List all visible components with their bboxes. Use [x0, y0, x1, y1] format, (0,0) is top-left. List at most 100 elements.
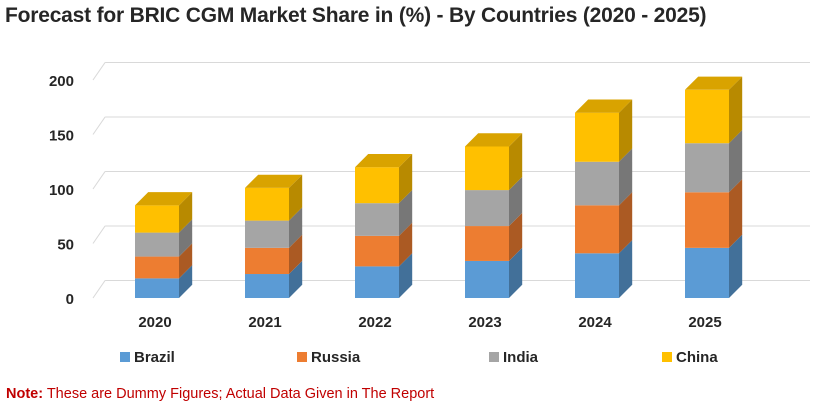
bar-side — [179, 243, 193, 279]
x-tick-label: 2025 — [688, 314, 721, 331]
chart-title: Forecast for BRIC CGM Market Share in (%… — [5, 4, 707, 27]
bar-segment-russia — [575, 192, 633, 254]
bar-segment-china — [135, 192, 193, 233]
bar-side — [619, 240, 633, 298]
bar-segment-brazil — [575, 240, 633, 298]
bar-top — [685, 76, 743, 90]
bar-front — [685, 247, 729, 298]
bar-front — [575, 161, 619, 206]
y-tick-label: 0 — [66, 291, 74, 308]
bar-segment-india — [575, 148, 633, 206]
bar-segment-russia — [465, 212, 523, 261]
bar-front — [575, 112, 619, 162]
bar-side — [509, 212, 523, 261]
bar-front — [245, 220, 289, 248]
bar-segment-india — [465, 176, 523, 227]
gridline-diagonal — [92, 280, 106, 299]
bar-front — [135, 232, 179, 257]
bar-front — [135, 278, 179, 298]
bar-front — [465, 146, 509, 191]
note-text: These are Dummy Figures; Actual Data Giv… — [43, 386, 435, 402]
y-tick-label: 150 — [49, 128, 74, 145]
bar-side — [729, 130, 743, 193]
legend-item-india: India — [489, 349, 539, 366]
bar-segment-india — [355, 189, 413, 236]
bar-side — [729, 179, 743, 248]
bar-front — [465, 260, 509, 298]
bar-side — [399, 253, 413, 298]
bar-top — [355, 154, 413, 168]
legend-item-china: China — [662, 349, 718, 366]
y-tick-label: 200 — [49, 73, 74, 90]
bar-side — [509, 247, 523, 298]
legend-label: Russia — [311, 349, 361, 366]
bar-side — [729, 76, 743, 144]
gridline-diagonal — [92, 62, 106, 81]
bar-segment-russia — [245, 234, 303, 275]
bar-side — [179, 265, 193, 298]
legend-label: China — [676, 349, 718, 366]
bar-side — [289, 234, 303, 275]
legend-item-brazil: Brazil — [120, 349, 175, 366]
y-axis: 0 50 100 150 200 — [49, 73, 74, 308]
bar-front — [685, 89, 729, 144]
legend-swatch — [120, 352, 130, 362]
legend-swatch — [297, 352, 307, 362]
bar-top — [575, 99, 633, 113]
bar-segment-china — [245, 174, 303, 221]
gridline-diagonal — [92, 225, 106, 244]
bar-segment-china — [685, 76, 743, 144]
bar-segment-china — [575, 99, 633, 162]
bar-side — [619, 192, 633, 254]
bar-side — [619, 99, 633, 162]
bar-segment-india — [135, 219, 193, 257]
bar-side — [399, 189, 413, 236]
bar-segment-china — [355, 154, 413, 204]
legend: Brazil Russia India China — [120, 349, 718, 366]
bar-top — [135, 192, 193, 206]
bar-front — [355, 167, 399, 204]
bar-front — [245, 187, 289, 221]
bar-front — [135, 256, 179, 279]
bar-top — [465, 133, 523, 147]
bar-side — [179, 192, 193, 233]
bar-side — [289, 260, 303, 298]
x-tick-label: 2020 — [138, 314, 171, 331]
bar-side — [399, 222, 413, 267]
x-axis: 2020 2021 2022 2023 2024 2025 — [138, 314, 721, 331]
note-label: Note: — [6, 386, 44, 402]
bar-side — [729, 234, 743, 298]
bar-segment-brazil — [465, 247, 523, 298]
bar-front — [575, 253, 619, 298]
bar-front — [245, 274, 289, 298]
bar-side — [289, 174, 303, 221]
bar-front — [465, 226, 509, 261]
bar-front — [465, 190, 509, 227]
bar-segment-russia — [135, 243, 193, 279]
bar-front — [685, 143, 729, 193]
x-tick-label: 2021 — [248, 314, 281, 331]
legend-item-russia: Russia — [297, 349, 361, 366]
bar-side — [289, 207, 303, 248]
bar-segment-india — [685, 130, 743, 193]
bar-side — [619, 148, 633, 206]
bar-side — [509, 133, 523, 191]
bars — [135, 76, 743, 298]
x-tick-label: 2022 — [358, 314, 391, 331]
footnote: Note: These are Dummy Figures; Actual Da… — [6, 386, 434, 402]
x-tick-label: 2023 — [468, 314, 501, 331]
bar-segment-brazil — [685, 234, 743, 298]
bar-front — [245, 247, 289, 275]
bar-segment-russia — [685, 179, 743, 248]
legend-label: India — [503, 349, 539, 366]
legend-label: Brazil — [134, 349, 175, 366]
gridline-diagonal — [92, 116, 106, 135]
bar-front — [355, 235, 399, 267]
bar-front — [685, 192, 729, 248]
bar-segment-brazil — [135, 265, 193, 298]
bar-segment-russia — [355, 222, 413, 267]
y-tick-label: 100 — [49, 182, 74, 199]
bar-top — [245, 174, 303, 188]
bar-side — [179, 219, 193, 257]
bar-side — [509, 176, 523, 227]
